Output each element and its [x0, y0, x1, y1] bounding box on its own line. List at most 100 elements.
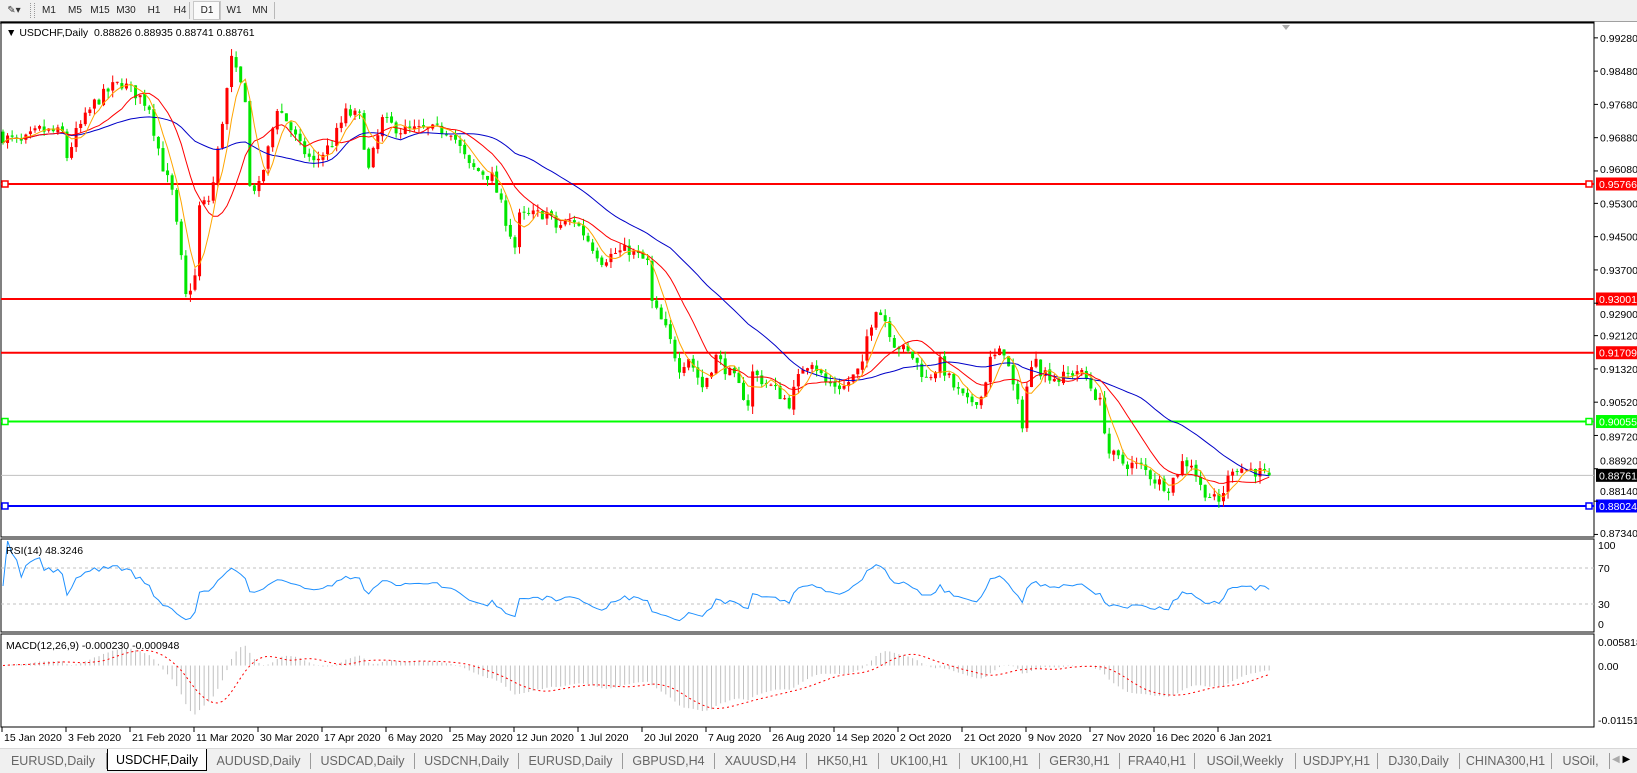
candle-body [1180, 461, 1184, 476]
price-tag-label: 0.88761 [1599, 470, 1637, 482]
candle [70, 142, 74, 160]
candle-body [1089, 378, 1093, 389]
chart-tab[interactable]: FRA40,H1 [1120, 753, 1195, 769]
candle-body [1162, 478, 1166, 491]
chart-tab[interactable]: HK50,H1 [807, 753, 879, 769]
chart-tab[interactable]: USDCAD,Daily [311, 753, 415, 769]
candle [156, 136, 160, 156]
candle-body [216, 148, 220, 184]
date-label: 6 May 2020 [388, 732, 443, 744]
timeframe-mn[interactable]: MN [252, 5, 268, 16]
timeframe-m15[interactable]: M15 [90, 5, 110, 16]
candle-body [435, 123, 439, 125]
candle [42, 119, 46, 136]
candle-body [444, 134, 448, 136]
scroll-left-icon[interactable]: ◀ [1612, 754, 1620, 765]
candle-body [19, 138, 23, 141]
candle-body [1052, 379, 1056, 382]
chart-tab[interactable]: UK100,H1 [879, 753, 960, 769]
collapse-triangle-icon[interactable]: ▼ [6, 27, 17, 39]
candle [1071, 370, 1075, 380]
timeframe-w1[interactable]: W1 [226, 5, 242, 16]
timeframe-m5[interactable]: M5 [68, 5, 82, 16]
date-label: 11 Mar 2020 [196, 732, 254, 744]
candle-body [102, 88, 106, 106]
candle [1180, 454, 1184, 477]
candle-body [856, 368, 860, 375]
timeframe-m30[interactable]: M30 [116, 5, 136, 16]
chart-tab[interactable]: UK100,H1 [960, 753, 1040, 769]
price-tag [1596, 499, 1637, 513]
chart-tab[interactable]: USDJPY,H1 [1296, 753, 1378, 769]
candle-body [504, 200, 508, 226]
candle [1267, 468, 1271, 477]
candle-body [828, 381, 832, 384]
candle [627, 239, 631, 262]
candle [1048, 362, 1052, 384]
chart-tab[interactable]: GER30,H1 [1040, 753, 1120, 769]
candle [943, 351, 947, 382]
chart-tab[interactable]: EURUSD,Daily [0, 753, 107, 769]
timeframe-h1[interactable]: H1 [147, 5, 161, 16]
candle [924, 369, 928, 378]
chart-tools-button[interactable]: ✎▾ [0, 2, 28, 19]
candle-body [371, 147, 375, 168]
price-tick-label: 0.99280 [1600, 33, 1637, 45]
candle-body [248, 101, 252, 186]
chart-tab[interactable]: AUDUSD,Daily [207, 753, 311, 769]
candle [911, 351, 915, 360]
candle-body [527, 212, 531, 214]
candle-body [1075, 371, 1079, 375]
candle-body [463, 144, 467, 155]
candle [673, 336, 677, 362]
chart-tab[interactable]: EURUSD,Daily [519, 753, 623, 769]
candle-body [1011, 365, 1015, 385]
candle-body [1130, 462, 1134, 469]
candle [97, 98, 101, 105]
candle [1162, 475, 1166, 493]
candle [545, 207, 549, 225]
chart-tab[interactable]: USDCHF,Daily [107, 749, 207, 771]
chart-tab[interactable]: USDCNH,Daily [415, 753, 519, 769]
date-label: 14 Sep 2020 [836, 732, 896, 744]
candle [83, 107, 87, 127]
candle [582, 218, 586, 241]
chart-tab[interactable]: USOil,Weekly [1195, 753, 1296, 769]
candle-body [1093, 389, 1097, 400]
chart-tab[interactable]: DJ30,Daily [1378, 753, 1460, 769]
candle-body [947, 373, 951, 376]
candle [243, 82, 247, 103]
timeframe-m1[interactable]: M1 [42, 5, 56, 16]
candle-body [851, 374, 855, 382]
candle [1171, 477, 1175, 496]
chart-tab[interactable]: CHINA300,H1 [1460, 753, 1552, 769]
candle [339, 116, 343, 133]
chart-tab[interactable]: GBPUSD,H4 [623, 753, 715, 769]
candle-body [837, 385, 841, 390]
candle [860, 354, 864, 375]
candle-body [796, 374, 800, 387]
candle-body [476, 167, 480, 172]
candle [892, 334, 896, 349]
candle [783, 394, 787, 400]
toolbar-grip[interactable] [30, 3, 35, 18]
candle [1061, 364, 1065, 385]
candle-body [572, 220, 576, 223]
candle-body [161, 148, 165, 172]
tab-scroll-arrows[interactable]: ◀ ▶ [1612, 754, 1630, 765]
macd-label: MACD(12,26,9) -0.000230 -0.000948 [6, 640, 180, 652]
candle-body [1007, 356, 1011, 367]
candle [6, 133, 10, 149]
timeframe-h4[interactable]: H4 [173, 5, 187, 16]
candle-body [705, 378, 709, 387]
chart-tab[interactable]: USOil, [1552, 753, 1610, 769]
chart-tab[interactable]: XAUUSD,H4 [715, 753, 807, 769]
candle-body [577, 223, 581, 226]
timeframe-d1[interactable]: D1 [193, 1, 221, 20]
scroll-right-icon[interactable]: ▶ [1622, 754, 1631, 765]
candle-body [646, 258, 650, 260]
candle [888, 316, 892, 342]
candle [751, 364, 755, 414]
candle [664, 311, 668, 328]
